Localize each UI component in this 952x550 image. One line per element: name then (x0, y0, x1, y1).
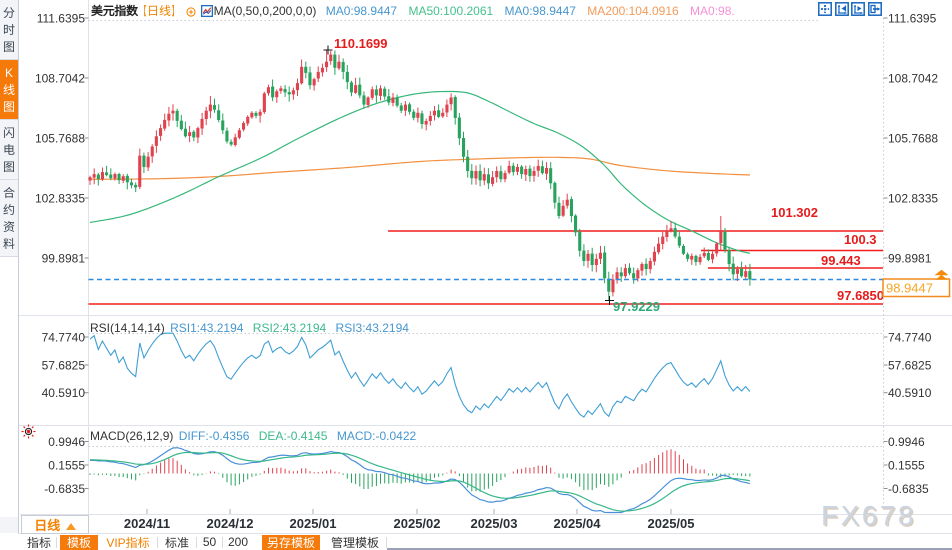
svg-text:110.1699: 110.1699 (334, 36, 388, 51)
svg-text:99.8981: 99.8981 (888, 251, 932, 265)
svg-text:0.1555: 0.1555 (888, 458, 925, 472)
svg-text:97.6850: 97.6850 (837, 288, 884, 303)
svg-text:101.302: 101.302 (771, 205, 818, 220)
svg-text:99.8981: 99.8981 (42, 251, 86, 265)
svg-text:98.9447: 98.9447 (886, 281, 933, 296)
svg-text:57.6825: 57.6825 (888, 358, 932, 372)
svg-text:102.8335: 102.8335 (888, 191, 938, 205)
svg-text:0.9946: 0.9946 (888, 435, 925, 449)
svg-text:40.5910: 40.5910 (42, 386, 86, 400)
svg-text:0.9946: 0.9946 (48, 435, 85, 449)
svg-text:105.7688: 105.7688 (35, 131, 85, 145)
svg-text:97.9229: 97.9229 (613, 299, 660, 314)
svg-text:100.3: 100.3 (844, 232, 877, 247)
svg-text:99.443: 99.443 (821, 253, 861, 268)
svg-text:111.6395: 111.6395 (888, 11, 937, 25)
svg-text:108.7042: 108.7042 (888, 71, 938, 85)
svg-text:57.6825: 57.6825 (42, 358, 86, 372)
svg-text:0.1555: 0.1555 (48, 458, 85, 472)
svg-text:-0.6835: -0.6835 (44, 482, 85, 496)
svg-text:74.7740: 74.7740 (42, 330, 86, 344)
svg-text:111.6395: 111.6395 (37, 11, 86, 25)
svg-text:-0.6835: -0.6835 (888, 482, 929, 496)
svg-text:74.7740: 74.7740 (888, 330, 932, 344)
svg-text:105.7688: 105.7688 (888, 131, 938, 145)
svg-text:102.8335: 102.8335 (35, 191, 85, 205)
svg-text:40.5910: 40.5910 (888, 386, 932, 400)
svg-text:108.7042: 108.7042 (35, 71, 85, 85)
